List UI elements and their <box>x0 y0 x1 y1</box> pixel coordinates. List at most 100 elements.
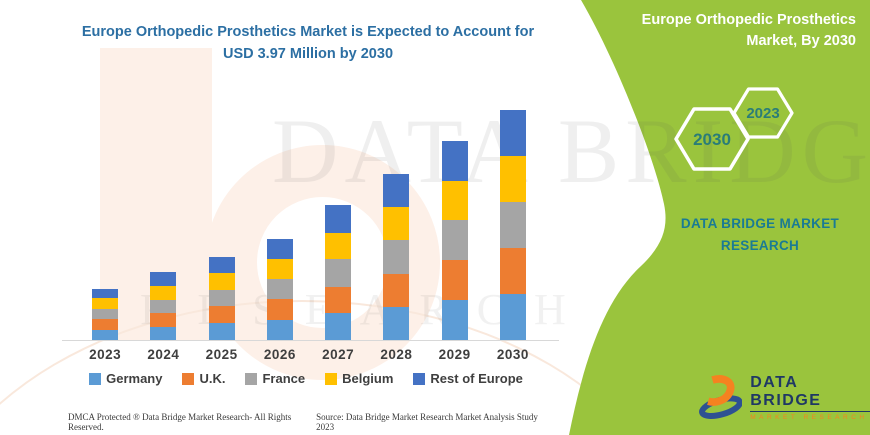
bar-segment-belgium <box>150 286 177 300</box>
hexagon-2030-outline <box>674 107 750 171</box>
bar-stack <box>441 141 468 340</box>
hexagon-badges: 2030 2023 <box>674 87 794 171</box>
logo-tagline: MARKET RESEARCH <box>750 413 868 421</box>
side-panel-title: Europe Orthopedic Prosthetics Market, By… <box>641 12 856 50</box>
green-panel-shape <box>569 0 870 435</box>
x-tick-2029: 2029 <box>438 347 471 362</box>
bar-segment-rest-of-europe <box>441 141 468 181</box>
brand-wordmark: DATA BRIDGE MARKET RESEARCH <box>655 213 865 256</box>
bar-stack <box>266 239 293 340</box>
hexagon-2023-outline <box>732 87 794 139</box>
brand-wordmark-line2: RESEARCH <box>720 237 800 253</box>
plot-area <box>76 104 542 340</box>
bar-segment-u-k- <box>441 260 468 300</box>
bar-segment-u-k- <box>150 313 177 327</box>
chart-title-line2: USD 3.97 Million by 2030 <box>222 45 394 62</box>
x-tick-2023: 2023 <box>89 347 122 362</box>
bar-segment-germany <box>92 329 119 340</box>
logo-b-glyph <box>707 375 735 406</box>
bar-segment-germany <box>383 306 410 340</box>
legend-item-u-k-: U.K. <box>182 371 225 386</box>
bar-column-2029 <box>426 104 484 340</box>
bar-segment-rest-of-europe <box>325 205 352 233</box>
bar-segment-u-k- <box>325 286 352 314</box>
bar-segment-france <box>208 289 235 307</box>
bar-column-2028 <box>367 104 425 340</box>
bar-segment-rest-of-europe <box>208 256 235 273</box>
legend-swatch-icon <box>89 372 102 385</box>
footer-source-text: Source: Data Bridge Market Research Mark… <box>316 412 538 432</box>
bar-segment-france <box>499 202 526 249</box>
bar-segment-germany <box>441 300 468 340</box>
x-tick-2025: 2025 <box>205 347 238 362</box>
x-tick-2026: 2026 <box>263 347 296 362</box>
bar-segment-rest-of-europe <box>499 109 526 157</box>
legend-swatch-icon <box>182 372 195 385</box>
footer-dmca-text: DMCA Protected ® Data Bridge Market Rese… <box>68 412 292 432</box>
bar-segment-rest-of-europe <box>150 272 177 287</box>
bar-segment-germany <box>325 313 352 340</box>
bar-segment-france <box>383 240 410 274</box>
legend-item-france: France <box>245 371 305 386</box>
legend-swatch-icon <box>325 372 338 385</box>
x-axis-labels: 2023 2024 2025 2026 2027 2028 2029 2030 <box>76 347 542 362</box>
bar-segment-germany <box>150 326 177 340</box>
bar-segment-belgium <box>92 298 119 309</box>
bar-segment-u-k- <box>208 306 235 324</box>
legend-item-rest-of-europe: Rest of Europe <box>413 371 523 386</box>
bar-stack <box>92 288 119 340</box>
bar-stack <box>325 205 352 340</box>
bar-segment-u-k- <box>499 248 526 295</box>
hexagon-2030-label: 2030 <box>693 130 731 149</box>
chart-legend: Germany U.K. France Belgium Rest of Europe <box>56 371 556 386</box>
bar-segment-rest-of-europe <box>266 239 293 259</box>
bar-segment-germany <box>499 294 526 340</box>
bar-column-2023 <box>76 104 134 340</box>
legend-label: U.K. <box>199 371 226 386</box>
bar-column-2030 <box>484 104 542 340</box>
legend-label: Belgium <box>342 371 394 386</box>
bar-segment-germany <box>208 323 235 340</box>
bar-stack <box>499 109 526 340</box>
databridge-logo-icon <box>699 375 743 419</box>
x-tick-2024: 2024 <box>147 347 180 362</box>
bar-segment-rest-of-europe <box>92 288 119 299</box>
bar-column-2026 <box>251 104 309 340</box>
x-axis-line <box>62 340 559 341</box>
chart-title: Europe Orthopedic Prosthetics Market is … <box>58 22 558 66</box>
bar-segment-belgium <box>499 156 526 203</box>
bar-segment-u-k- <box>383 273 410 307</box>
bar-segment-belgium <box>325 232 352 260</box>
bar-column-2025 <box>193 104 251 340</box>
bar-segment-belgium <box>441 180 468 220</box>
bar-segment-germany <box>266 319 293 340</box>
legend-swatch-icon <box>413 372 426 385</box>
databridge-logo: DATA BRIDGE MARKET RESEARCH <box>698 372 870 422</box>
legend-label: France <box>262 371 306 386</box>
legend-item-belgium: Belgium <box>325 371 393 386</box>
footer: DMCA Protected ® Data Bridge Market Rese… <box>68 412 546 432</box>
brand-wordmark-line1: DATA BRIDGE MARKET <box>680 216 840 231</box>
bar-segment-u-k- <box>92 319 119 330</box>
bar-stack <box>383 174 410 340</box>
bar-segment-belgium <box>383 207 410 241</box>
bar-column-2024 <box>134 104 192 340</box>
bar-column-2027 <box>309 104 367 340</box>
chart-title-line1: Europe Orthopedic Prosthetics Market is … <box>81 24 535 40</box>
logo-name: DATA BRIDGE <box>750 374 870 412</box>
bar-segment-u-k- <box>266 299 293 320</box>
logo-text-block: DATA BRIDGE MARKET RESEARCH <box>750 374 870 421</box>
bar-segment-france <box>266 279 293 300</box>
bar-segment-belgium <box>266 258 293 280</box>
x-tick-2027: 2027 <box>322 347 355 362</box>
legend-label: Rest of Europe <box>430 371 523 386</box>
bar-segment-rest-of-europe <box>383 174 410 208</box>
bar-segment-france <box>441 220 468 260</box>
legend-item-germany: Germany <box>89 371 162 386</box>
bar-segment-france <box>325 259 352 287</box>
bar-stack <box>208 256 235 340</box>
bar-segment-france <box>92 308 119 320</box>
x-tick-2028: 2028 <box>380 347 413 362</box>
